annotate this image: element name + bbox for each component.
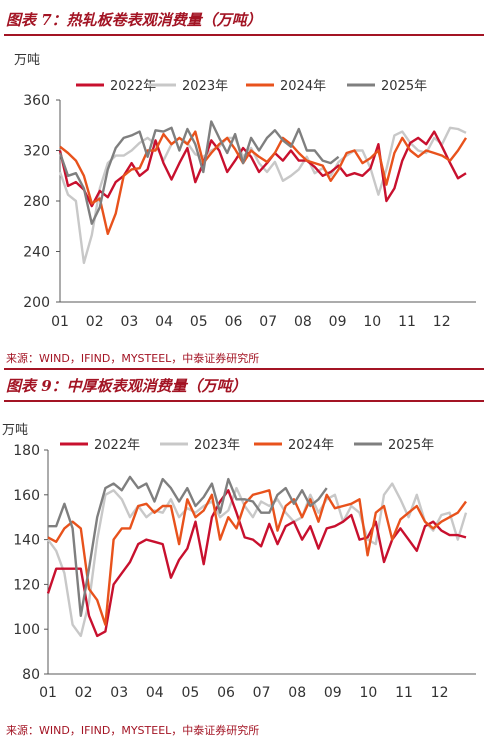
medium-plate-consumption-chart: 万吨 80 100 120 140 160 180 01 02 03 04 05 06 07 08 09 10 1… — [2, 423, 476, 701]
series-line-2024年 — [59, 130, 468, 236]
series-line-2023年 — [58, 126, 467, 265]
x-tick-label: 03 — [110, 685, 128, 701]
legend-label-2024年: 2024年 — [280, 79, 326, 94]
series-line-2022年 — [46, 489, 467, 638]
x-tick-label: 03 — [120, 314, 138, 330]
x-tick-label: 01 — [39, 685, 57, 701]
y-tick-label: 240 — [23, 245, 50, 261]
x-tick-label: 12 — [433, 314, 451, 330]
x-tick-label: 08 — [294, 314, 312, 330]
legend-label-2025年: 2025年 — [388, 438, 434, 453]
figure-7-title-rule — [4, 34, 484, 36]
hot-rolled-coil-consumption-chart: 万吨 200 240 280 320 360 01 02 03 04 05 06 07 08 09 10 11 1… — [14, 53, 476, 330]
legend-label-2024年: 2024年 — [288, 438, 334, 453]
series-line-2025年 — [48, 475, 328, 618]
figure-7-source: 来源：WIND，IFIND，MYSTEEL，中泰证券研究所 — [6, 352, 260, 365]
series-line-2023年 — [47, 482, 468, 638]
x-tick-label: 07 — [259, 314, 277, 330]
figure-9-title: 图表 9：中厚板表观消费量（万吨） — [6, 377, 247, 395]
x-tick-label: 10 — [363, 314, 381, 330]
y-tick-label: 200 — [23, 295, 50, 311]
x-tick-label: 02 — [86, 314, 104, 330]
x-tick-label: 04 — [155, 314, 173, 330]
x-tick-label: 11 — [395, 685, 413, 701]
x-tick-label: 07 — [253, 685, 271, 701]
x-tick-label: 05 — [190, 314, 208, 330]
series-line-2024年 — [47, 489, 467, 626]
x-tick-label: 06 — [217, 685, 235, 701]
y-axis-unit-label: 万吨 — [2, 423, 28, 438]
legend-label-2023年: 2023年 — [194, 438, 240, 453]
y-tick-label: 180 — [13, 443, 40, 459]
y-tick-label: 120 — [13, 577, 40, 593]
y-tick-label: 320 — [23, 144, 50, 160]
y-tick-label: 360 — [23, 93, 50, 109]
y-tick-label: 140 — [13, 533, 40, 549]
figure-9-top-rule — [4, 368, 484, 370]
legend-label-2022年: 2022年 — [94, 438, 140, 453]
figure-9-source: 来源：WIND，IFIND，MYSTEEL，中泰证券研究所 — [6, 724, 260, 737]
y-axis-unit-label: 万吨 — [14, 53, 40, 68]
y-tick-label: 160 — [13, 488, 40, 504]
x-tick-label: 01 — [51, 314, 69, 330]
series-line-2022年 — [58, 130, 467, 208]
x-tick-label: 05 — [181, 685, 199, 701]
x-tick-label: 04 — [146, 685, 164, 701]
figure-9-title-rule — [4, 400, 484, 402]
x-tick-label: 10 — [359, 685, 377, 701]
y-tick-label: 100 — [13, 622, 40, 638]
y-tick-label: 80 — [22, 667, 40, 683]
x-tick-label: 08 — [288, 685, 306, 701]
x-tick-label: 12 — [431, 685, 449, 701]
series-line-2025年 — [58, 120, 340, 225]
x-tick-label: 09 — [324, 685, 342, 701]
legend-label-2025年: 2025年 — [381, 79, 427, 94]
x-tick-label: 11 — [398, 314, 416, 330]
legend-label-2023年: 2023年 — [182, 79, 228, 94]
x-tick-label: 09 — [329, 314, 347, 330]
x-tick-label: 06 — [225, 314, 243, 330]
y-tick-label: 280 — [23, 194, 50, 210]
legend-label-2022年: 2022年 — [110, 79, 156, 94]
x-tick-label: 02 — [75, 685, 93, 701]
figure-7-title: 图表 7：热轧板卷表观消费量（万吨） — [6, 11, 262, 29]
